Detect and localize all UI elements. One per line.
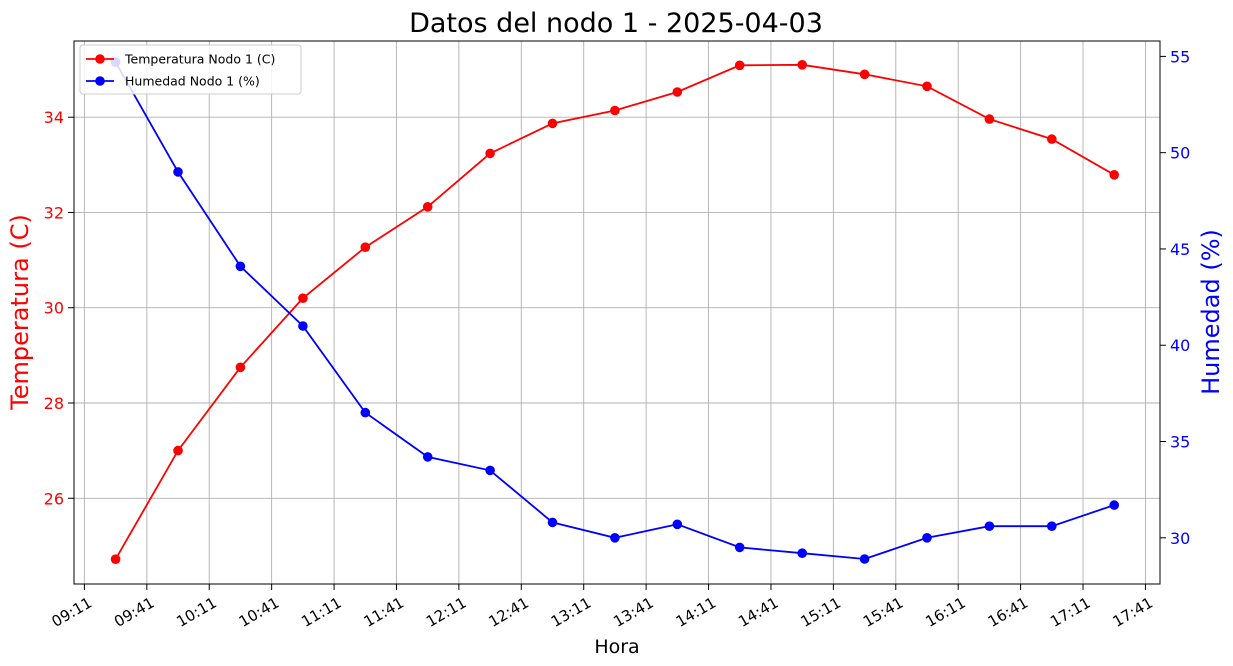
series-2-point bbox=[610, 533, 620, 543]
x-tick-label: 15:41 bbox=[860, 594, 906, 631]
x-tick-label: 12:41 bbox=[485, 594, 531, 631]
right-tick-label: 50 bbox=[1170, 144, 1190, 163]
x-tick-label: 13:11 bbox=[548, 594, 594, 631]
legend-label: Humedad Nodo 1 (%) bbox=[125, 74, 260, 89]
legend: Temperatura Nodo 1 (C) Humedad Nodo 1 (%) bbox=[79, 44, 302, 95]
right-axis-label: Humedad (%) bbox=[1197, 229, 1225, 395]
left-tick-label: 32 bbox=[44, 203, 64, 222]
series-1-line bbox=[114, 63, 1115, 560]
grid-lines bbox=[74, 41, 1160, 584]
series-2-point bbox=[797, 548, 807, 558]
series-2-point bbox=[298, 321, 308, 331]
legend-marker bbox=[95, 54, 105, 64]
series-1-point bbox=[173, 445, 183, 456]
x-axis-label: Hora bbox=[594, 636, 639, 658]
series-2-point bbox=[360, 407, 371, 418]
x-tick-label: 11:41 bbox=[361, 594, 407, 631]
series-2 bbox=[110, 57, 1119, 564]
x-tick-label: 17:41 bbox=[1110, 594, 1156, 631]
series-2-point bbox=[1047, 521, 1057, 531]
x-tick-label: 09:41 bbox=[111, 594, 157, 631]
series-2-line bbox=[114, 61, 1115, 560]
left-axis-label: Temperatura (C) bbox=[6, 214, 34, 411]
series-2-point bbox=[672, 519, 683, 530]
series-2-point bbox=[734, 542, 745, 553]
right-axis: 30 35 40 45 50 55 bbox=[1160, 47, 1190, 548]
left-tick-label: 26 bbox=[44, 489, 64, 508]
series-2-point bbox=[984, 521, 995, 531]
series-2-point bbox=[1109, 500, 1119, 510]
right-tick-label: 35 bbox=[1170, 433, 1190, 452]
series-1-point bbox=[1047, 134, 1057, 144]
right-tick-label: 45 bbox=[1170, 240, 1190, 259]
series-1-point bbox=[547, 118, 558, 129]
chart-title: Datos del nodo 1 - 2025-04-03 bbox=[409, 8, 823, 39]
x-tick-label: 15:11 bbox=[798, 594, 844, 631]
left-axis: 26 28 30 32 34 bbox=[44, 108, 74, 508]
series-1-point bbox=[734, 60, 745, 71]
series-2-point bbox=[422, 452, 433, 462]
series-2-point bbox=[922, 533, 932, 543]
series-2-point bbox=[173, 167, 183, 177]
right-tick-label: 40 bbox=[1170, 336, 1190, 355]
series-2-point bbox=[485, 465, 495, 476]
series-1-point bbox=[984, 114, 995, 124]
legend-box bbox=[79, 44, 302, 95]
series-layer bbox=[110, 57, 1119, 564]
x-tick-label: 11:11 bbox=[298, 594, 344, 631]
x-tick-label: 10:11 bbox=[173, 594, 219, 631]
series-2-point bbox=[547, 517, 558, 528]
legend-marker bbox=[95, 76, 105, 86]
left-tick-label: 30 bbox=[44, 299, 64, 318]
right-tick-label: 30 bbox=[1170, 529, 1190, 548]
series-1-point bbox=[235, 362, 246, 373]
series-1-point bbox=[110, 554, 121, 564]
x-tick-label: 14:41 bbox=[735, 594, 781, 631]
series-1-point bbox=[610, 105, 620, 116]
series-2-point bbox=[859, 554, 870, 564]
x-tick-label: 09:11 bbox=[49, 594, 95, 631]
left-tick-label: 34 bbox=[44, 108, 64, 127]
right-tick-label: 55 bbox=[1170, 47, 1190, 66]
x-tick-label: 10:41 bbox=[236, 594, 282, 631]
series-2-point bbox=[235, 261, 246, 272]
x-tick-label: 13:41 bbox=[610, 594, 656, 631]
series-1-point bbox=[422, 202, 433, 212]
series-1-point bbox=[298, 293, 308, 304]
series-1-point bbox=[485, 148, 495, 159]
x-tick-label: 12:11 bbox=[423, 594, 469, 631]
legend-label: Temperatura Nodo 1 (C) bbox=[124, 52, 275, 67]
series-1-point bbox=[672, 87, 683, 97]
series-1 bbox=[110, 60, 1119, 564]
series-1-point bbox=[1109, 170, 1119, 180]
series-1-point bbox=[797, 60, 807, 70]
series-1-point bbox=[360, 242, 371, 252]
series-1-point bbox=[922, 81, 932, 92]
x-axis: 09:11 09:41 10:11 10:41 11:11 11:41 12:11 12:41… bbox=[49, 584, 1156, 631]
series-1-point bbox=[859, 69, 870, 80]
plot-frame bbox=[73, 40, 1161, 585]
left-tick-label: 28 bbox=[44, 394, 64, 413]
x-tick-label: 16:11 bbox=[922, 594, 968, 631]
x-tick-label: 16:41 bbox=[985, 594, 1031, 631]
x-tick-label: 17:11 bbox=[1047, 594, 1093, 631]
x-tick-label: 14:11 bbox=[673, 594, 719, 631]
